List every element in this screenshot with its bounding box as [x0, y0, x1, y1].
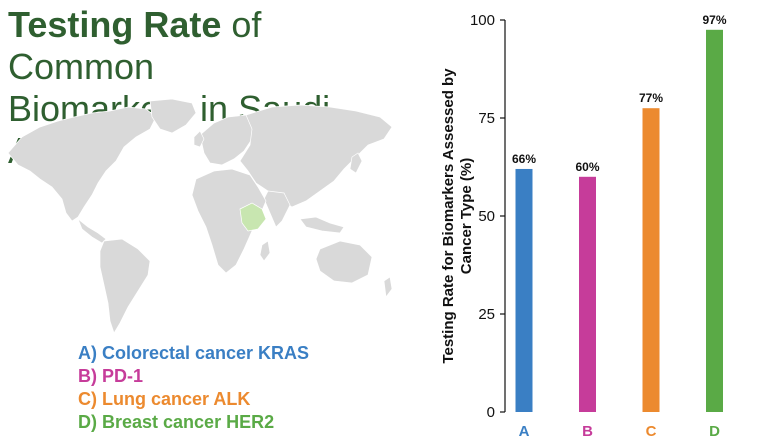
legend-label-a: A) Colorectal cancer KRAS: [78, 343, 310, 363]
japan: [349, 152, 363, 174]
europe: [199, 114, 257, 166]
bar-b: [579, 176, 596, 412]
y-axis-label-line2: Cancer Type (%): [458, 158, 475, 274]
asia: [239, 104, 393, 208]
title-rest: of Common: [8, 4, 262, 87]
y-tick-label: 100: [470, 12, 495, 29]
y-tick-label: 50: [478, 208, 495, 225]
australia: [315, 240, 373, 284]
new-zealand: [383, 276, 393, 298]
indonesia: [299, 216, 345, 234]
category-label-d: D: [709, 423, 720, 440]
y-axis-label-line1: Testing Rate for Biomarkers Assessed by: [440, 68, 457, 364]
data-label-b: 60%: [575, 160, 599, 174]
legend-item-d: D) Breast cancer HER2: [78, 411, 309, 434]
category-labels: A B C D: [519, 423, 721, 440]
y-ticks: 0 25 50 75 100: [470, 12, 505, 421]
bar-chart: Testing Rate for Biomarkers Assessed by …: [440, 12, 727, 440]
y-tick-label: 0: [487, 404, 495, 421]
bar-c: [642, 108, 660, 412]
legend-item-b: B) PD-1: [78, 365, 309, 388]
africa: [191, 168, 267, 274]
saudi-arabia: [239, 202, 267, 232]
legend-item-c: C) Lung cancer ALK: [78, 388, 309, 411]
map-land: [7, 98, 393, 334]
y-tick-label: 75: [478, 110, 495, 127]
data-label-a: 66%: [512, 152, 536, 166]
title-bold: Testing Rate: [8, 4, 222, 45]
data-label-c: 77%: [639, 91, 663, 105]
category-label-b: B: [582, 423, 593, 440]
bars: [515, 29, 723, 413]
bar-d: [706, 29, 723, 413]
data-labels: 66% 60% 77% 97%: [512, 13, 727, 174]
world-map: [7, 98, 393, 334]
central-america: [77, 217, 107, 244]
legend-label-d: D) Breast cancer HER2: [78, 412, 275, 432]
legend-label-c: C) Lung cancer ALK: [78, 389, 251, 409]
y-tick-label: 25: [478, 306, 495, 323]
legend-item-a: A) Colorectal cancer KRAS: [78, 342, 309, 365]
bar-a: [515, 168, 533, 412]
data-label-d: 97%: [702, 13, 726, 27]
category-label-a: A: [519, 423, 530, 440]
greenland: [149, 98, 197, 134]
category-label-c: C: [646, 423, 657, 440]
legend: A) Colorectal cancer KRAS B) PD-1 C) Lun…: [78, 342, 309, 434]
south-america: [99, 238, 151, 334]
legend-label-b: B) PD-1: [78, 366, 144, 386]
madagascar: [259, 240, 271, 262]
uk: [193, 130, 205, 148]
north-america: [7, 106, 157, 222]
